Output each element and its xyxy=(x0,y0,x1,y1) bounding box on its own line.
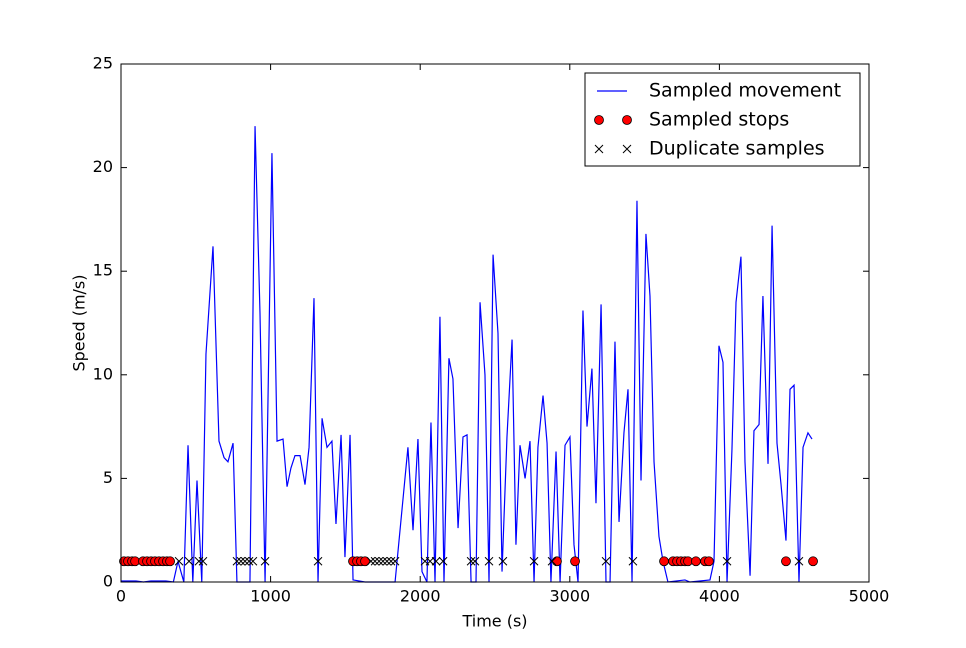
stop-marker xyxy=(691,556,701,567)
y-tick-label: 20 xyxy=(93,157,113,176)
duplicate-marker xyxy=(529,556,539,566)
stop-marker xyxy=(360,556,370,567)
y-tick-label: 25 xyxy=(93,54,113,73)
duplicate-marker xyxy=(466,556,476,566)
duplicate-marker xyxy=(386,556,396,566)
duplicate-marker xyxy=(378,556,388,566)
duplicate-marker xyxy=(794,556,804,566)
duplicate-marker xyxy=(547,556,557,566)
duplicate-marker xyxy=(431,556,441,566)
duplicate-marker xyxy=(390,556,400,566)
duplicate-marker xyxy=(484,556,494,566)
legend-marker xyxy=(622,144,632,154)
duplicate-marker xyxy=(198,556,208,566)
stop-marker xyxy=(659,556,669,567)
x-axis-label: Time (s) xyxy=(461,612,527,631)
duplicate-marker xyxy=(601,556,611,566)
duplicate-marker xyxy=(248,556,258,566)
x-tick-label: 2000 xyxy=(400,587,441,606)
legend-marker xyxy=(622,115,632,125)
x-tick-label: 4000 xyxy=(699,587,740,606)
duplicate-marker xyxy=(628,556,638,566)
stop-marker xyxy=(552,556,562,567)
x-tick-label: 5000 xyxy=(849,587,890,606)
stop-marker xyxy=(704,556,714,567)
legend-label: Sampled stops xyxy=(649,109,789,131)
plot-frame xyxy=(120,63,870,583)
legend-label: Duplicate samples xyxy=(649,138,825,160)
legend-marker xyxy=(594,144,604,154)
duplicate-marker xyxy=(366,556,376,566)
duplicate-marker xyxy=(470,556,480,566)
y-tick-label: 15 xyxy=(93,261,113,280)
duplicate-marker xyxy=(184,556,194,566)
stop-marker xyxy=(165,556,175,567)
y-tick-label: 10 xyxy=(93,364,113,383)
duplicate-marker xyxy=(382,556,392,566)
stop-marker xyxy=(781,556,791,567)
duplicate-marker xyxy=(240,556,250,566)
duplicate-marker xyxy=(236,556,246,566)
x-tick-label: 3000 xyxy=(549,587,590,606)
y-tick-label: 0 xyxy=(103,572,113,591)
duplicate-marker xyxy=(194,556,204,566)
duplicate-marker xyxy=(438,556,448,566)
duplicate-marker xyxy=(313,556,323,566)
duplicate-marker xyxy=(174,556,184,566)
legend-marker xyxy=(594,115,604,125)
y-tick-label: 5 xyxy=(103,468,113,487)
stop-marker xyxy=(570,556,580,567)
legend-label: Sampled movement xyxy=(649,80,841,102)
duplicate-marker xyxy=(498,556,508,566)
y-axis-label: Speed (m/s) xyxy=(70,274,89,371)
duplicate-marker xyxy=(374,556,384,566)
duplicate-marker xyxy=(244,556,254,566)
stop-marker xyxy=(808,556,818,567)
x-tick-label: 0 xyxy=(116,587,126,606)
duplicate-marker xyxy=(370,556,380,566)
duplicate-marker xyxy=(232,556,242,566)
movement-line xyxy=(121,126,813,583)
x-tick-label: 1000 xyxy=(250,587,291,606)
duplicate-marker xyxy=(722,556,732,566)
duplicate-marker xyxy=(260,556,270,566)
